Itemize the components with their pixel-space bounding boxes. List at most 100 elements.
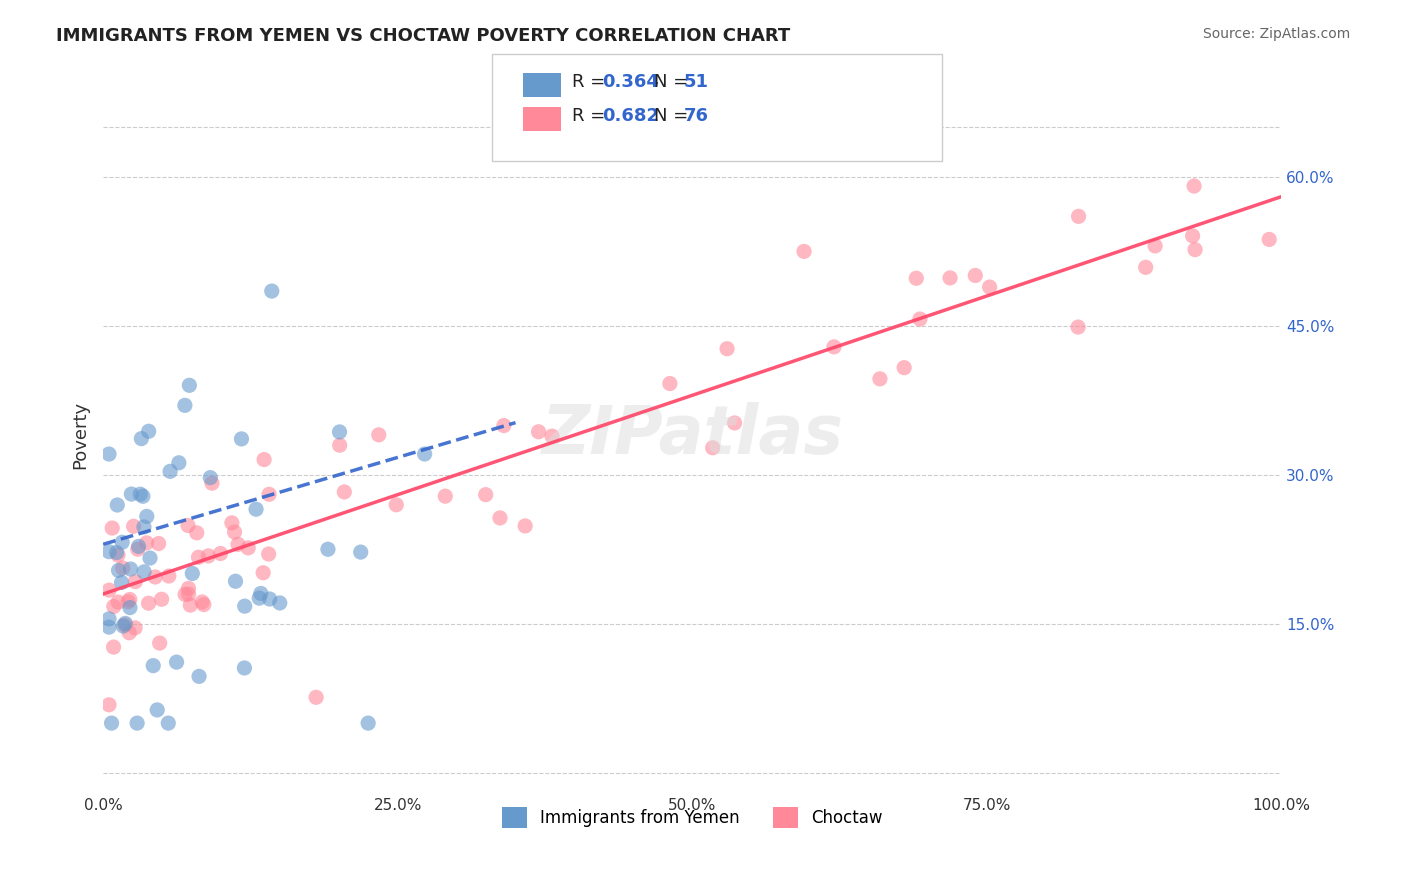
Immigrants from Yemen <box>139 551 162 566</box>
Text: 76: 76 <box>683 107 709 125</box>
Choctaw <box>329 438 352 452</box>
Choctaw <box>257 487 280 501</box>
Choctaw <box>515 519 537 533</box>
Immigrants from Yemen <box>120 487 142 501</box>
Immigrants from Yemen <box>200 470 222 484</box>
Immigrants from Yemen <box>129 487 152 501</box>
Immigrants from Yemen <box>131 432 153 446</box>
Immigrants from Yemen <box>105 545 128 559</box>
Choctaw <box>124 621 146 635</box>
Choctaw <box>1181 228 1204 243</box>
Immigrants from Yemen <box>114 616 136 631</box>
Choctaw <box>434 489 457 503</box>
Choctaw <box>114 618 136 632</box>
Choctaw <box>893 360 915 375</box>
Text: 0.364: 0.364 <box>602 73 658 91</box>
Choctaw <box>541 429 564 443</box>
Choctaw <box>118 592 141 607</box>
Immigrants from Yemen <box>128 540 150 554</box>
Immigrants from Yemen <box>166 655 188 669</box>
Immigrants from Yemen <box>159 464 181 478</box>
Immigrants from Yemen <box>98 620 121 634</box>
Choctaw <box>702 441 724 455</box>
Text: N =: N = <box>654 73 693 91</box>
Choctaw <box>939 271 962 285</box>
Immigrants from Yemen <box>138 424 160 438</box>
Choctaw <box>492 418 515 433</box>
Choctaw <box>187 550 209 565</box>
Choctaw <box>117 595 139 609</box>
Choctaw <box>148 536 170 550</box>
Immigrants from Yemen <box>132 520 155 534</box>
Choctaw <box>103 599 125 614</box>
Choctaw <box>193 598 215 612</box>
Choctaw <box>149 636 172 650</box>
Choctaw <box>1135 260 1157 275</box>
Choctaw <box>186 525 208 540</box>
Choctaw <box>908 312 931 326</box>
Choctaw <box>979 280 1001 294</box>
Choctaw <box>1067 320 1090 334</box>
Choctaw <box>124 574 146 589</box>
Choctaw <box>191 595 214 609</box>
Immigrants from Yemen <box>127 716 149 731</box>
Text: N =: N = <box>654 107 693 125</box>
Immigrants from Yemen <box>132 565 155 579</box>
Immigrants from Yemen <box>245 502 267 516</box>
Choctaw <box>1067 210 1090 224</box>
Choctaw <box>177 518 200 533</box>
Choctaw <box>658 376 681 391</box>
Choctaw <box>253 452 276 467</box>
Text: ZIPatlas: ZIPatlas <box>541 402 844 468</box>
Choctaw <box>965 268 987 283</box>
Immigrants from Yemen <box>413 447 436 461</box>
Immigrants from Yemen <box>132 489 155 503</box>
Immigrants from Yemen <box>120 562 142 576</box>
Choctaw <box>103 640 125 654</box>
Immigrants from Yemen <box>111 535 134 549</box>
Immigrants from Yemen <box>98 447 121 461</box>
Immigrants from Yemen <box>112 619 135 633</box>
Choctaw <box>869 372 891 386</box>
Choctaw <box>201 476 224 491</box>
Choctaw <box>474 488 496 502</box>
Choctaw <box>333 485 356 500</box>
Choctaw <box>107 548 129 562</box>
Immigrants from Yemen <box>269 596 291 610</box>
Choctaw <box>367 427 389 442</box>
Choctaw <box>527 425 550 439</box>
Choctaw <box>793 244 815 259</box>
Choctaw <box>226 537 249 551</box>
Immigrants from Yemen <box>181 566 204 581</box>
Choctaw <box>150 592 173 607</box>
Choctaw <box>238 541 260 555</box>
Text: R =: R = <box>572 73 612 91</box>
Choctaw <box>209 547 232 561</box>
Choctaw <box>305 690 328 705</box>
Choctaw <box>1182 179 1205 194</box>
Choctaw <box>98 698 121 712</box>
Choctaw <box>101 521 124 535</box>
Immigrants from Yemen <box>107 563 129 577</box>
Choctaw <box>107 595 129 609</box>
Choctaw <box>1258 232 1281 246</box>
Choctaw <box>252 566 274 580</box>
Immigrants from Yemen <box>100 716 122 731</box>
Choctaw <box>179 598 201 612</box>
Choctaw <box>723 416 745 430</box>
Choctaw <box>143 570 166 584</box>
Choctaw <box>138 596 160 610</box>
Choctaw <box>118 625 141 640</box>
Choctaw <box>1144 239 1167 253</box>
Immigrants from Yemen <box>174 398 197 412</box>
Immigrants from Yemen <box>233 599 256 614</box>
Choctaw <box>122 519 145 533</box>
Immigrants from Yemen <box>157 716 180 731</box>
Choctaw <box>174 587 197 601</box>
Immigrants from Yemen <box>316 542 339 557</box>
Choctaw <box>716 342 738 356</box>
Immigrants from Yemen <box>110 575 132 590</box>
Immigrants from Yemen <box>233 661 256 675</box>
Immigrants from Yemen <box>259 592 281 607</box>
Immigrants from Yemen <box>188 669 211 683</box>
